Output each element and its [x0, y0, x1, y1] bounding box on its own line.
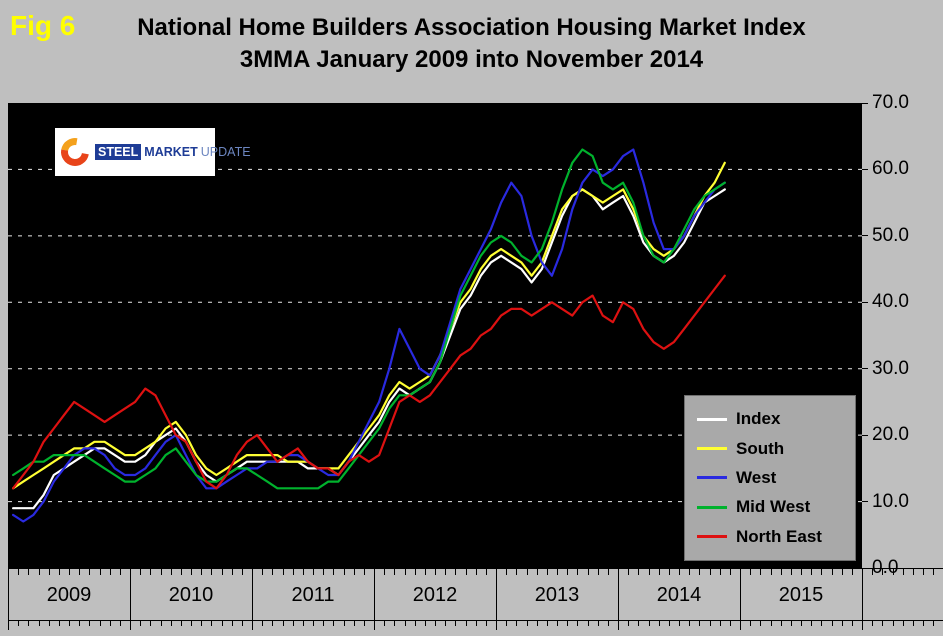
plot-area: STEEL MARKET UPDATE Index South West Mid West…	[8, 103, 862, 568]
legend-swatch-south	[697, 447, 727, 451]
chart-canvas	[8, 148, 862, 523]
chart-title-line2: 3MMA January 2009 into November 2014	[239, 46, 704, 74]
y-axis-label: 0.0	[872, 557, 899, 578]
smu-logo-text: STEEL MARKET UPDATE	[95, 144, 251, 160]
legend-label-west: West	[736, 467, 777, 487]
chart-title-line1: National Home Builders Association Housi…	[137, 14, 806, 41]
x-year-label-2011: 2011	[291, 584, 335, 606]
legend-swatch-west	[697, 476, 727, 480]
legend-swatch-index	[697, 417, 727, 421]
y-axis-label: 30.0	[872, 357, 909, 379]
legend-item-mid-west: Mid West	[697, 497, 843, 517]
logo-word-update: UPDATE	[200, 145, 251, 159]
y-axis-tick	[862, 501, 868, 503]
x-year-label-2014: 2014	[656, 584, 702, 606]
y-axis-label: 40.0	[872, 291, 909, 313]
smu-logo-crescent-icon	[55, 132, 95, 172]
legend-item-index: Index	[697, 409, 843, 429]
legend-item-south: South	[697, 439, 843, 459]
y-axis-tick	[862, 368, 868, 370]
x-axis: 2009 2010 2011 2012 2013 2014 2015	[8, 568, 943, 636]
legend-label-index: Index	[736, 409, 781, 429]
y-axis-tick	[862, 235, 868, 237]
series-line-west	[11, 148, 726, 523]
legend-item-west: West	[697, 468, 843, 488]
y-axis-label: 10.0	[872, 490, 909, 512]
logo-word-steel: STEEL	[95, 144, 142, 160]
series-line-north-east	[11, 274, 726, 490]
smu-logo: STEEL MARKET UPDATE	[55, 128, 251, 176]
y-axis-label: 70.0	[872, 92, 909, 113]
series-line-mid-west	[11, 148, 726, 490]
logo-word-market: MARKET	[144, 145, 198, 159]
y-axis: 70.0 60.0 50.0 40.0 30.0 20.0 10.0 0.0	[862, 92, 943, 578]
x-axis-ticks	[8, 568, 943, 630]
legend-label-south: South	[736, 438, 785, 458]
y-axis-label: 60.0	[872, 158, 909, 180]
x-year-label-2013: 2013	[534, 584, 580, 606]
legend-swatch-north-east	[697, 535, 727, 539]
legend-label-north-east: North East	[736, 526, 822, 546]
y-axis-label: 20.0	[872, 424, 909, 446]
x-year-label-2009: 2009	[46, 584, 92, 606]
y-axis-tick	[862, 434, 868, 436]
legend: Index South West Mid West North East	[684, 395, 856, 561]
chart-title: National Home Builders Association Housi…	[0, 12, 943, 77]
y-axis-label: 50.0	[872, 224, 909, 246]
legend-item-north-east: North East	[697, 527, 843, 547]
y-axis-tick	[862, 102, 868, 104]
x-year-label-2015: 2015	[778, 584, 824, 606]
legend-label-mid-west: Mid West	[736, 497, 811, 517]
legend-swatch-mid-west	[697, 505, 727, 509]
figure-label: Fig 6	[10, 10, 76, 41]
x-year-label-2010: 2010	[168, 584, 214, 606]
y-axis-tick	[862, 301, 868, 303]
series-line-index	[11, 188, 726, 510]
y-axis-tick	[862, 168, 868, 170]
series-line-south	[11, 161, 726, 490]
x-year-label-2012: 2012	[412, 584, 458, 606]
